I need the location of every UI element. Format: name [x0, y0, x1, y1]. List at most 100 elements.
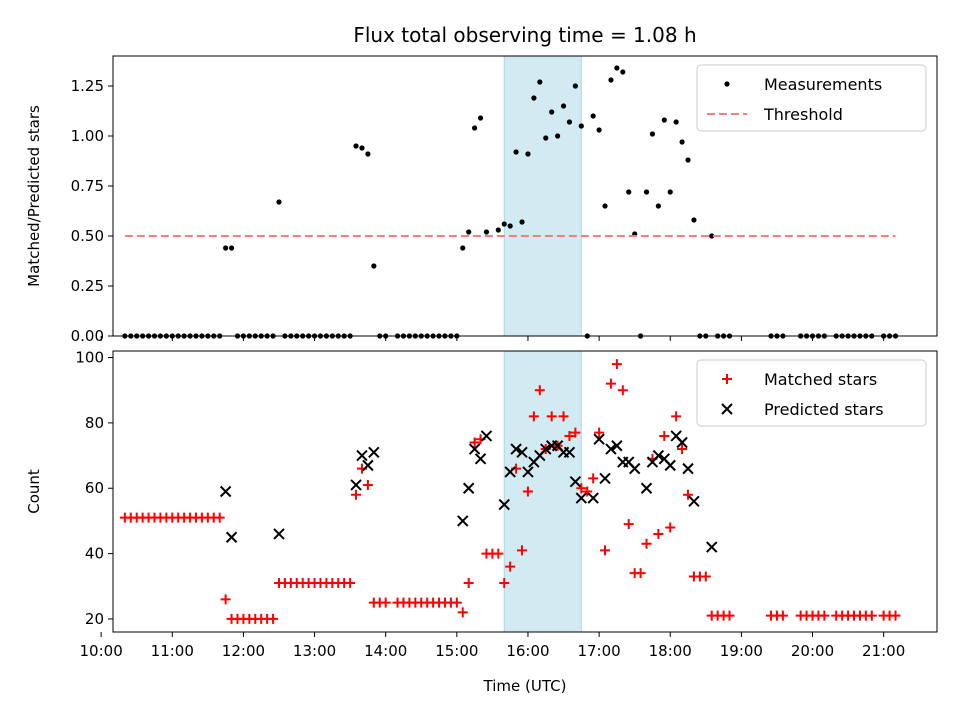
predicted-star-point — [611, 440, 623, 452]
matched-star-point — [220, 594, 231, 605]
y-tick-label: 0.25 — [71, 277, 104, 295]
matched-star-point — [469, 437, 480, 448]
measurement-point — [365, 151, 371, 157]
x-tick-label: 15:00 — [435, 642, 478, 660]
legend-box — [696, 64, 927, 132]
measurement-point — [590, 113, 596, 119]
predicted-star-point — [498, 498, 510, 511]
predicted-star-point — [628, 462, 641, 475]
predicted-star-point — [480, 430, 493, 442]
measurement-point — [228, 245, 235, 251]
predicted-star-point — [356, 449, 368, 462]
predicted-star-point — [706, 541, 718, 553]
y-tick-label: 20 — [85, 610, 104, 628]
measurement-point — [655, 203, 661, 209]
y-tick-label: 0.50 — [71, 227, 104, 245]
matched-star-point — [683, 489, 694, 500]
matched-star-point — [564, 430, 575, 441]
measurement-point — [537, 79, 543, 85]
legend-entry: Matched stars — [764, 370, 877, 389]
matched-star-point — [517, 545, 528, 556]
matched-star-point — [724, 610, 735, 621]
measurement-point — [679, 139, 685, 145]
matched-star-point — [345, 577, 356, 588]
predicted-star-point — [682, 462, 694, 475]
x-tick-label: 20:00 — [791, 642, 834, 660]
predicted-star-point — [225, 531, 238, 543]
matched-star-point — [641, 538, 652, 549]
legend-marker-plus — [722, 374, 732, 384]
matched-star-point — [362, 479, 373, 490]
predicted-star-point — [575, 492, 588, 504]
x-tick-label: 11:00 — [151, 642, 194, 660]
measurement-point — [513, 149, 519, 155]
x-tick-label: 18:00 — [649, 642, 692, 660]
measurement-point — [596, 127, 602, 133]
matched-star-point — [866, 610, 877, 621]
measurement-point — [466, 229, 472, 235]
axes-frame — [112, 350, 938, 633]
measurement-point — [549, 109, 555, 115]
y-tick-label: 1.00 — [71, 127, 104, 145]
matched-star-point — [380, 597, 391, 608]
x-tick-label: 14:00 — [364, 642, 407, 660]
matched-star-point — [890, 610, 901, 621]
measurement-point — [371, 263, 377, 269]
matched-star-point — [582, 486, 593, 497]
measurement-point — [685, 157, 691, 163]
measurement-point — [501, 221, 507, 227]
measurement-point — [477, 115, 484, 121]
top-panel: 0.00 0.25 0.50 0.75 1.00 1.25 Matched/Predicte… — [25, 23, 938, 345]
predicted-star-point — [504, 466, 516, 478]
measurement-point — [507, 223, 513, 229]
predicted-star-point — [664, 459, 676, 472]
predicted-star-point — [516, 446, 528, 458]
legend-marker-dot — [724, 81, 730, 87]
matched-star-point — [659, 430, 670, 441]
legend-entry: Predicted stars — [764, 400, 884, 419]
measurement-point — [602, 203, 608, 209]
predicted-star-point — [599, 472, 611, 485]
predicted-star-point — [640, 482, 653, 494]
measurement-point — [572, 83, 578, 89]
matched-star-point — [558, 411, 569, 422]
measurement-point — [519, 219, 525, 225]
matched-star-point — [594, 427, 605, 438]
measurement-point — [555, 133, 561, 139]
predicted-star-point — [676, 436, 688, 449]
matched-star-point — [457, 607, 468, 618]
matched-star-point — [653, 528, 664, 539]
highlight-span — [503, 55, 582, 337]
matched-star-point — [600, 545, 611, 556]
axes-frame — [112, 55, 938, 337]
predicted-star-point — [587, 492, 599, 504]
y-tick-label: 0.00 — [71, 327, 104, 345]
matched-star-point — [605, 378, 616, 389]
matched-star-point — [635, 568, 646, 579]
y-tick-label: 40 — [85, 545, 104, 563]
measurement-point — [649, 131, 656, 137]
measurement-point — [543, 135, 549, 141]
legend-marker-x — [721, 403, 733, 415]
bottom-panel: 20 40 60 80 100 10:00 11:00 12:00 13:00 14:00 15:0… — [25, 349, 938, 695]
legend: Matched stars Predicted stars — [696, 359, 927, 427]
predicted-star-point — [563, 446, 576, 458]
matched-star-point — [534, 385, 545, 396]
matched-star-point — [522, 486, 533, 497]
measurement-point — [531, 95, 537, 101]
matched-star-point — [214, 512, 225, 523]
predicted-star-point — [457, 515, 469, 527]
measurement-point — [495, 227, 501, 233]
series-measurements — [122, 65, 899, 339]
matched-star-point — [505, 561, 516, 572]
predicted-star-point — [468, 443, 481, 455]
matched-star-point — [268, 613, 279, 624]
series-predicted-stars — [219, 430, 718, 553]
matched-star-point — [617, 385, 628, 396]
x-tick-label: 10:00 — [80, 642, 123, 660]
chart-title: Flux total observing time = 1.08 h — [353, 23, 696, 47]
x-tick-label: 17:00 — [577, 642, 620, 660]
y-tick-label: 100 — [75, 349, 104, 367]
y-tick-label: 0.75 — [71, 177, 104, 195]
x-axis-label: Time (UTC) — [483, 677, 567, 695]
